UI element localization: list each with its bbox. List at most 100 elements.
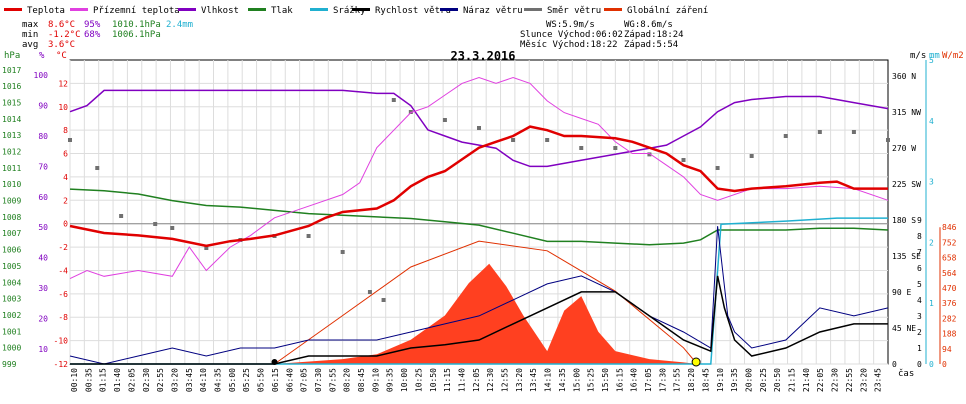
legend-label-1: Přízemní teplota	[93, 6, 180, 16]
series-pressure	[69, 188, 889, 246]
legend-label-8: Globální záření	[627, 6, 708, 16]
tick-hpa-3: 1002	[2, 311, 21, 320]
tick-time-42: 17:55	[673, 368, 682, 392]
tick-time-52: 22:05	[816, 368, 825, 392]
tick-time-46: 19:35	[730, 368, 739, 392]
series-wind-dir-point-18	[579, 146, 584, 150]
series-wind-dir-point-5	[204, 246, 209, 250]
tick-hpa-10: 1009	[2, 197, 21, 206]
stats-avg-label: avg	[22, 40, 38, 50]
tick-degc-0: -12	[54, 360, 69, 369]
stats-min-label: min	[22, 30, 38, 40]
series-wind-dir-point-2	[119, 214, 124, 218]
tick-time-51: 21:40	[802, 368, 811, 392]
tick-degc-9: 6	[63, 150, 68, 159]
tick-pct-6: 70	[38, 162, 48, 171]
tick-wm2-2: 188	[942, 330, 957, 339]
tick-time-55: 23:20	[859, 368, 868, 392]
info-moon-set: Západ:5:54	[624, 40, 678, 50]
info-moon: Měsíc Východ:18:22	[520, 40, 618, 50]
tick-ms-9: 9	[917, 216, 922, 225]
axes: 9991000100110021003100410051006100710081…	[2, 56, 957, 392]
tick-wm2-7: 658	[942, 254, 957, 263]
series-humidity	[69, 89, 889, 168]
tick-time-41: 17:30	[658, 368, 667, 392]
tick-mm-1: 1	[929, 299, 934, 308]
tick-time-21: 09:10	[371, 368, 380, 392]
tick-time-35: 15:00	[572, 368, 581, 392]
unit-degc: °C	[56, 51, 67, 61]
legend-swatch-6	[440, 8, 458, 11]
tick-time-26: 11:15	[443, 368, 452, 392]
tick-time-47: 20:00	[744, 368, 753, 392]
tick-dir-3: 135 SE	[892, 252, 921, 261]
series-wind-dir-point-20	[647, 152, 652, 157]
moonrise-marker	[691, 357, 701, 367]
stats-max-rain: 2.4mm	[166, 20, 193, 30]
legend-label-4: Srážky	[333, 6, 366, 16]
tick-dir-1: 45 NE	[892, 324, 916, 333]
stats-block: max 8.6°C 95% 1010.1hPa 2.4mm min -1.2°C…	[22, 20, 193, 50]
tick-degc-5: -2	[58, 243, 68, 252]
legend-swatch-0	[4, 8, 22, 11]
tick-wm2-1: 94	[942, 345, 952, 354]
tick-pct-7: 80	[38, 132, 48, 141]
tick-time-5: 02:30	[142, 368, 151, 392]
tick-time-15: 06:40	[285, 368, 294, 392]
legend-label-3: Tlak	[271, 6, 293, 16]
stats-min-hum: 68%	[84, 30, 101, 40]
legend-swatch-4	[310, 8, 328, 11]
legend-label-0: Teplota	[27, 6, 65, 16]
tick-time-17: 07:30	[314, 368, 323, 392]
tick-time-13: 05:50	[257, 368, 266, 392]
tick-hpa-14: 1013	[2, 131, 21, 140]
tick-degc-4: -4	[58, 266, 68, 275]
series-wind-dir-point-10	[367, 290, 372, 294]
tick-time-29: 12:30	[486, 368, 495, 392]
stats-max-label: max	[22, 20, 39, 30]
series-wind-dir-point-14	[442, 118, 447, 122]
legend: Teplota Přízemní teplota Vlhkost Tlak Srážky…	[4, 6, 708, 16]
tick-hpa-12: 1011	[2, 164, 21, 173]
series-rain	[70, 217, 888, 365]
tick-degc-1: -10	[54, 337, 69, 346]
series-wind-dir-point-4	[170, 226, 175, 230]
tick-hpa-9: 1008	[2, 213, 21, 222]
series-wind-speed	[70, 275, 888, 365]
tick-time-28: 12:05	[472, 368, 481, 392]
tick-ms-1: 1	[917, 344, 922, 353]
tick-wm2-8: 752	[942, 238, 957, 247]
tick-time-23: 10:00	[400, 368, 409, 392]
legend-swatch-3	[248, 8, 266, 11]
tick-hpa-11: 1010	[2, 180, 21, 189]
tick-mm-5: 5	[929, 56, 934, 65]
series-wind-dir-point-22	[715, 166, 720, 170]
series-temperature	[69, 125, 888, 248]
stats-min-press: 1006.1hPa	[112, 30, 161, 40]
tick-dir-7: 315 NW	[892, 108, 921, 117]
tick-dir-8: 360 N	[892, 72, 916, 81]
chart-title: 23.3.2016	[450, 49, 515, 63]
tick-time-27: 11:40	[457, 368, 466, 392]
tick-time-11: 05:00	[228, 368, 237, 392]
tick-time-33: 14:10	[544, 368, 553, 392]
tick-time-54: 22:55	[845, 368, 854, 392]
series-wind-dir-point-24	[783, 134, 788, 138]
tick-dir-4: 180 S	[892, 216, 916, 225]
sunrise-marker	[271, 359, 278, 365]
legend-swatch-7	[524, 8, 542, 11]
legend-swatch-5	[352, 8, 370, 11]
tick-time-18: 07:55	[328, 368, 337, 392]
tick-time-19: 08:20	[343, 368, 352, 392]
tick-time-53: 22:30	[831, 368, 840, 392]
tick-degc-11: 10	[58, 103, 68, 112]
tick-time-0: 00:10	[70, 368, 79, 392]
tick-dir-0: 0	[892, 360, 897, 369]
tick-dir-2: 90 E	[892, 288, 911, 297]
tick-time-32: 13:45	[529, 368, 538, 392]
tick-ms-4: 4	[917, 296, 922, 305]
tick-pct-0: 10	[38, 345, 48, 354]
series-ground-temp	[69, 76, 889, 280]
